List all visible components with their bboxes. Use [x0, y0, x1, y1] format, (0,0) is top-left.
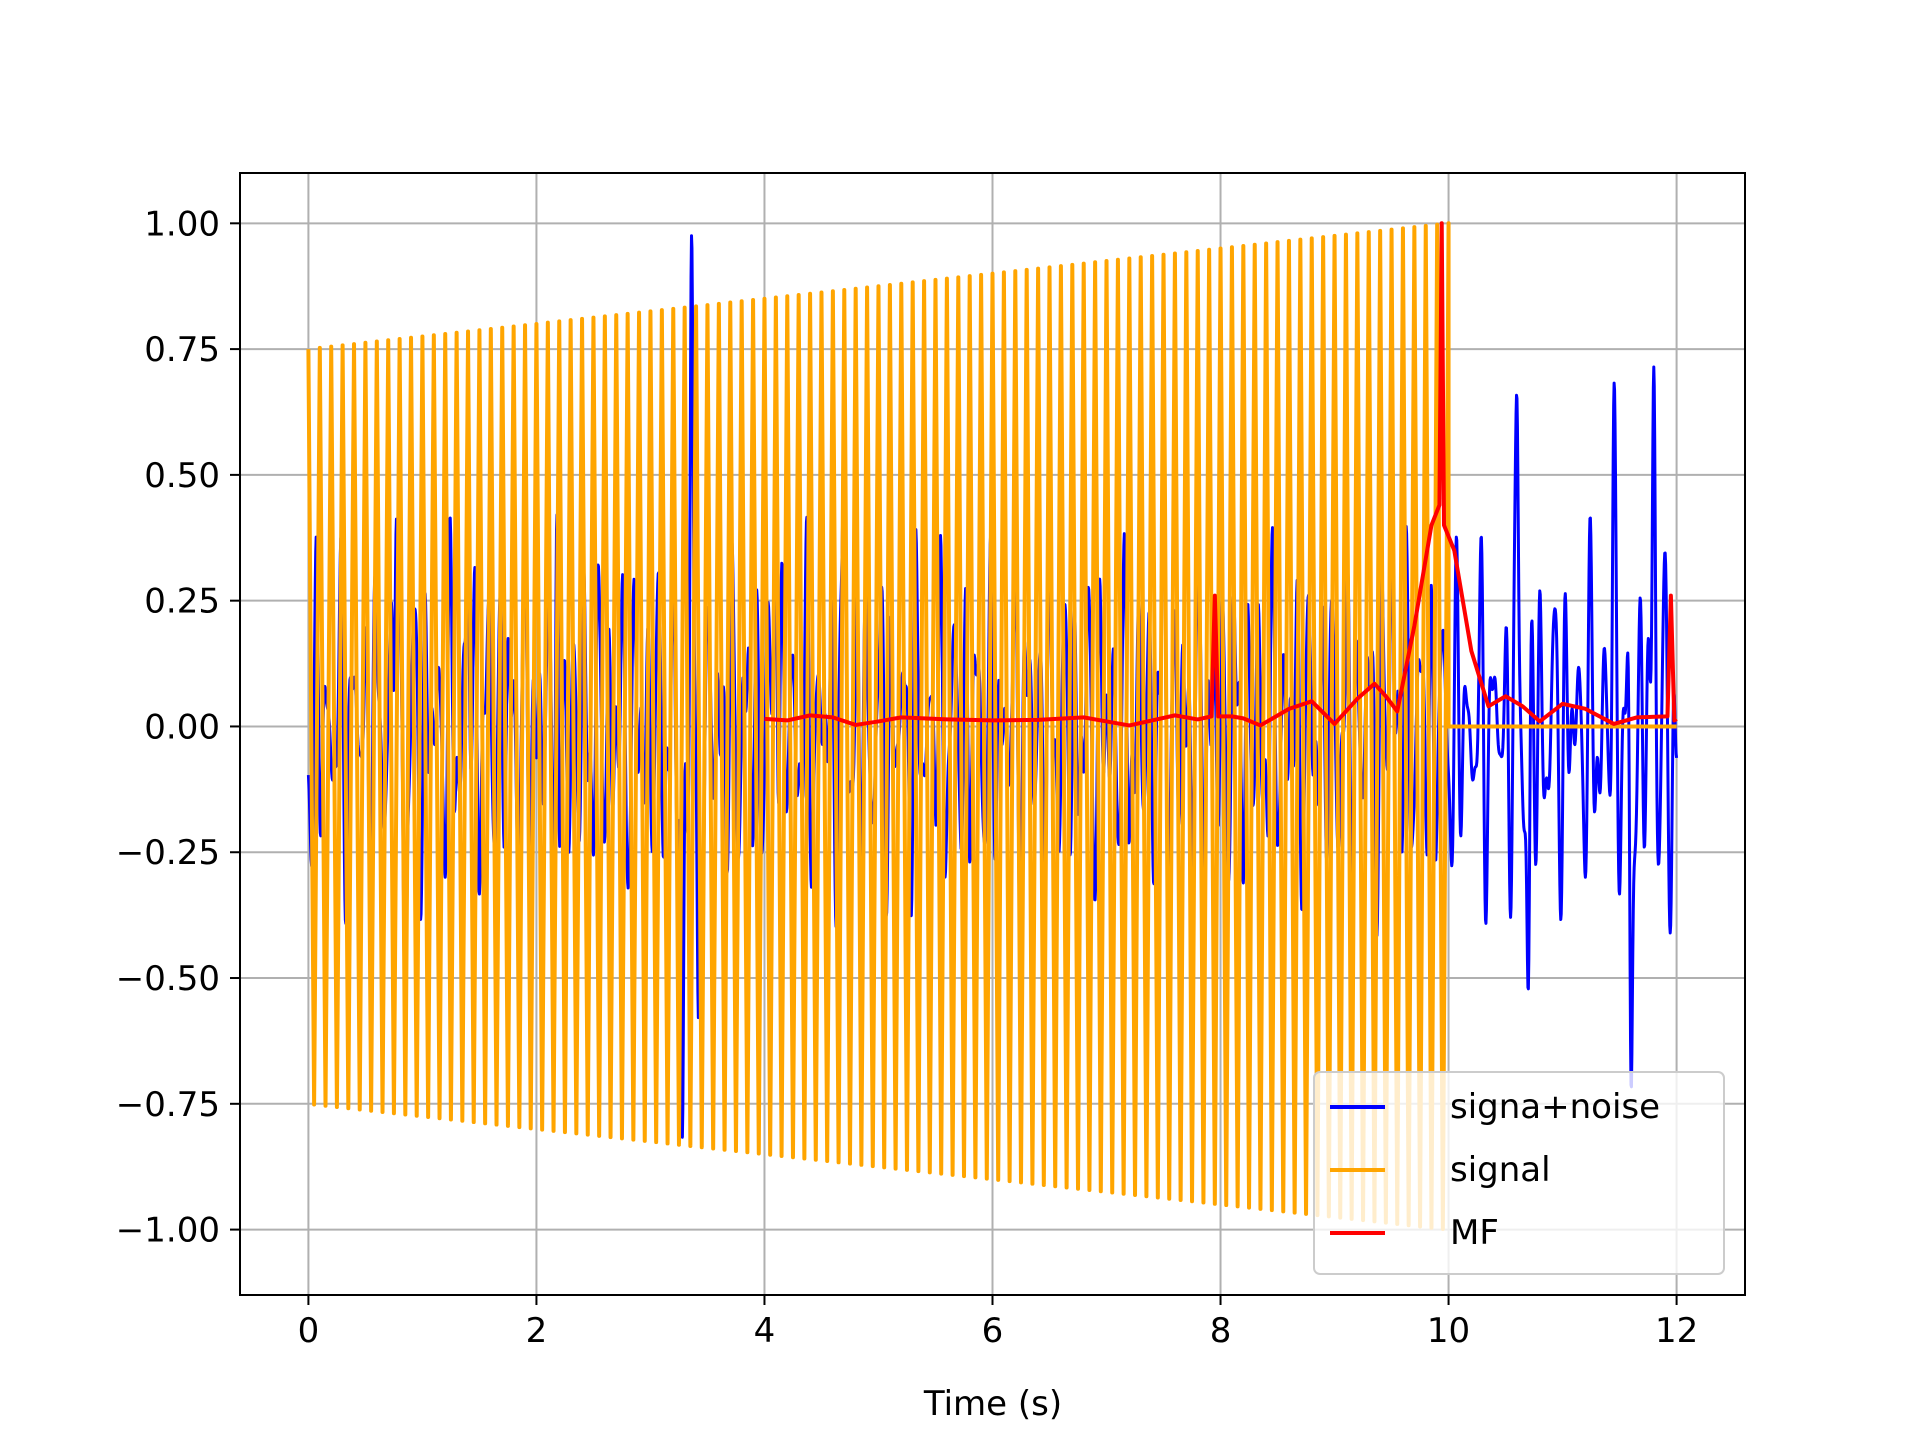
y-tick-label: 0.25	[144, 582, 220, 622]
x-axis-label: Time (s)	[923, 1384, 1062, 1424]
series-line-signal	[306, 221, 1677, 1231]
y-tick-label: −1.00	[116, 1211, 220, 1251]
series-lines	[306, 221, 1679, 1231]
axis-ticks: 0 2 4 6 8 10 12 1.00 0.75 0.50 0.25 0.00 −0.25 −0.50 −…	[116, 204, 1698, 1351]
legend-box	[1313, 1071, 1725, 1275]
x-tick-label: 4	[754, 1311, 776, 1351]
series-line-signal-noise	[306, 234, 1679, 1139]
y-tick-label: −0.25	[116, 833, 220, 873]
x-tick-label: 0	[298, 1311, 320, 1351]
y-tick-label: 0.00	[144, 707, 220, 747]
y-tick-label: 1.00	[144, 204, 220, 244]
x-tick-label: 2	[526, 1311, 548, 1351]
x-tick-label: 12	[1655, 1311, 1698, 1351]
series-line-mf	[764, 221, 1678, 728]
legend-label-signal: signal	[1450, 1150, 1551, 1190]
y-tick-label: 0.75	[144, 330, 220, 370]
x-tick-label: 8	[1210, 1311, 1232, 1351]
x-tick-label: 10	[1427, 1311, 1470, 1351]
y-tick-label: 0.50	[144, 456, 220, 496]
y-tick-label: −0.75	[116, 1085, 220, 1125]
legend-label-signal-noise: signa+noise	[1450, 1087, 1660, 1127]
legend-label-mf: MF	[1450, 1213, 1499, 1253]
x-tick-label: 6	[982, 1311, 1004, 1351]
y-tick-label: −0.50	[116, 959, 220, 999]
legend: signa+noise signal MF	[1313, 1071, 1725, 1275]
